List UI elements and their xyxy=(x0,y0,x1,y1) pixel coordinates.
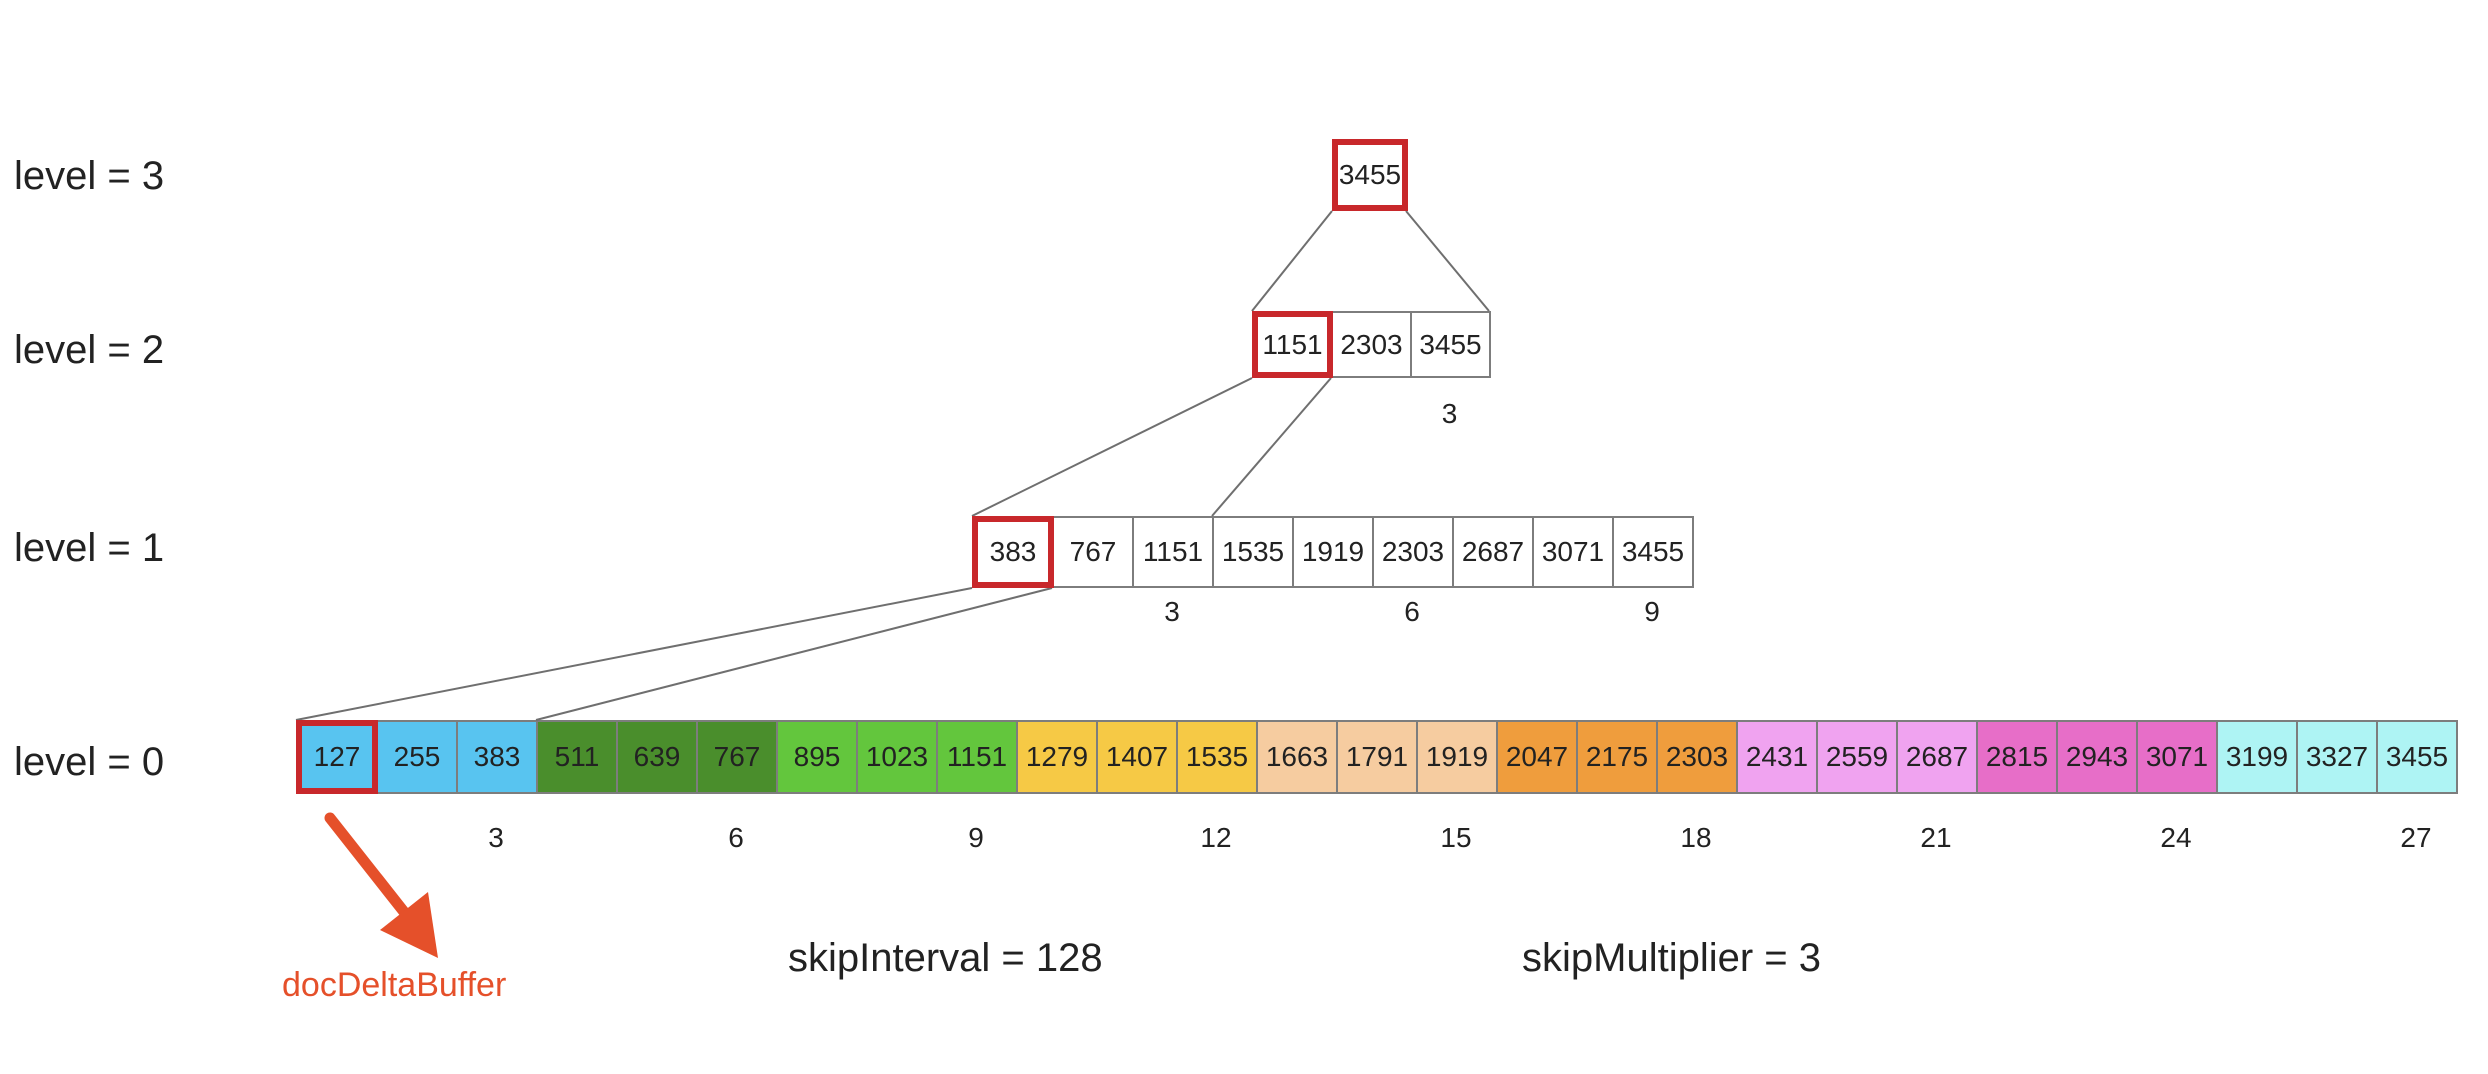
level-0-cell: 2559 xyxy=(1816,720,1898,794)
level-1-cell: 1151 xyxy=(1132,516,1214,588)
level-0-index-label: 21 xyxy=(1920,822,1952,853)
level-0-index-label: 24 xyxy=(2160,822,2192,853)
level-2-index-label: 3 xyxy=(1441,398,1458,429)
level-0-cell: 1791 xyxy=(1336,720,1418,794)
level-0-cell: 1279 xyxy=(1016,720,1098,794)
connector-line xyxy=(1211,377,1332,517)
connector-line xyxy=(1251,210,1333,312)
level-0-label: level = 0 xyxy=(14,740,165,784)
level-0-cell: 2431 xyxy=(1736,720,1818,794)
level-0-index-label: 27 xyxy=(2400,822,2432,853)
level-0-cell: 2687 xyxy=(1896,720,1978,794)
connector-line xyxy=(971,377,1253,517)
doc-delta-buffer-label: docDeltaBuffer xyxy=(282,966,507,1004)
level-1-cell: 767 xyxy=(1052,516,1134,588)
level-1-cell: 383 xyxy=(972,516,1054,588)
level-0-cell: 1663 xyxy=(1256,720,1338,794)
level-0-cell: 127 xyxy=(296,720,378,794)
skip-interval-label: skipInterval = 128 xyxy=(788,936,1103,980)
level-1-index-label: 9 xyxy=(1644,596,1660,627)
level-0-cell: 3455 xyxy=(2376,720,2458,794)
level-0-index-label: 3 xyxy=(488,822,504,853)
connector-line xyxy=(295,587,973,721)
level-1-cell: 3071 xyxy=(1532,516,1614,588)
level-0-index-label: 15 xyxy=(1440,822,1472,853)
connector-line xyxy=(535,587,1053,721)
level-0-cell: 1535 xyxy=(1176,720,1258,794)
level-2-cell: 3455 xyxy=(1410,311,1491,378)
level-1-label: level = 1 xyxy=(14,526,165,570)
level-0-cell: 2047 xyxy=(1496,720,1578,794)
skip-multiplier-label: skipMultiplier = 3 xyxy=(1522,936,1822,980)
level-0-index-label: 12 xyxy=(1200,822,1232,853)
level-1-index-label: 6 xyxy=(1404,596,1420,627)
level-2-cell: 1151 xyxy=(1252,311,1333,378)
level-1-cell: 3455 xyxy=(1612,516,1694,588)
level-0-index-label: 6 xyxy=(728,822,744,853)
level-1-cell: 2303 xyxy=(1372,516,1454,588)
level-0-cell: 2943 xyxy=(2056,720,2138,794)
connector-line xyxy=(1405,210,1490,312)
level-3-label: level = 3 xyxy=(14,154,165,198)
level-0-cell: 895 xyxy=(776,720,858,794)
level-0-cell: 3327 xyxy=(2296,720,2378,794)
level-0-cell: 511 xyxy=(536,720,618,794)
level-2-cell: 2303 xyxy=(1331,311,1412,378)
level-1-cell: 2687 xyxy=(1452,516,1534,588)
level-0-cell: 1023 xyxy=(856,720,938,794)
level-0-cell: 3071 xyxy=(2136,720,2218,794)
level-1-index-label: 3 xyxy=(1164,596,1180,627)
level-0-cell: 639 xyxy=(616,720,698,794)
level-0-index-label: 18 xyxy=(1680,822,1712,853)
level-0-index-label: 9 xyxy=(968,822,984,853)
level-2-label: level = 2 xyxy=(14,328,165,372)
level-0-cell: 767 xyxy=(696,720,778,794)
level-0-cell: 1919 xyxy=(1416,720,1498,794)
level-0-cell: 2303 xyxy=(1656,720,1738,794)
level-0-cell: 383 xyxy=(456,720,538,794)
level-1-cell: 1919 xyxy=(1292,516,1374,588)
level-3-cell: 3455 xyxy=(1332,139,1408,211)
